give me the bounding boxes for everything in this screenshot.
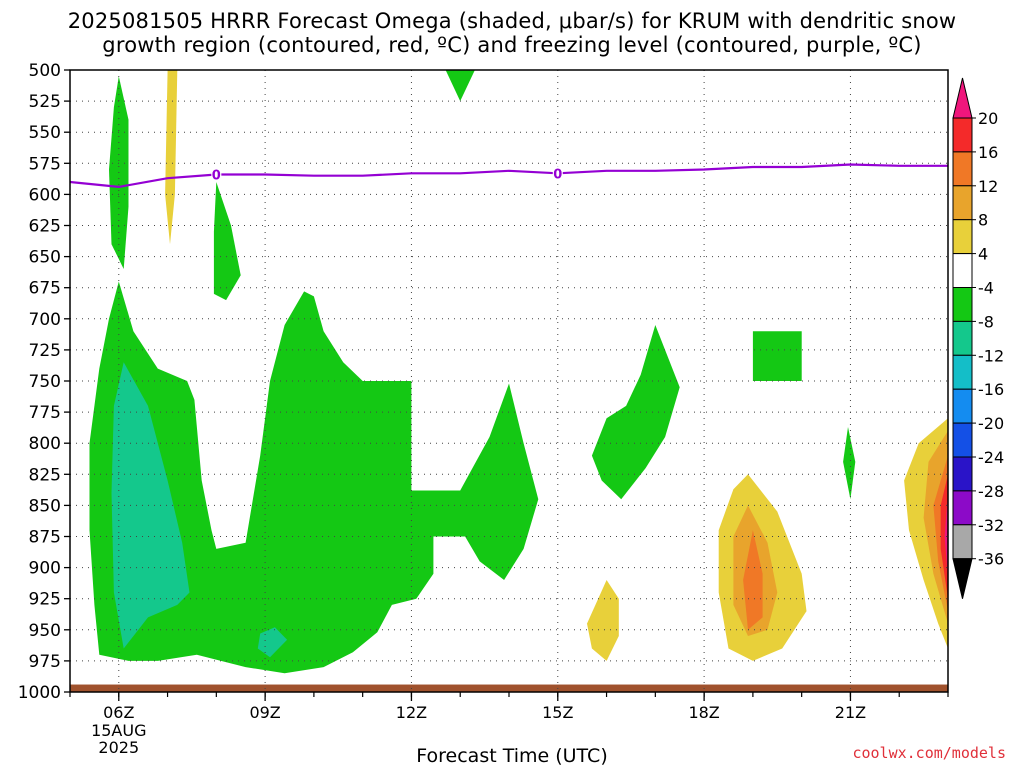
x-tick-label: 06Z — [103, 703, 134, 722]
colorbar-label: -24 — [978, 448, 1004, 467]
colorbar-swatch — [952, 388, 973, 424]
y-tick-label: 900 — [29, 559, 61, 579]
omega-shading — [89, 70, 948, 674]
y-tick-label: 600 — [29, 185, 61, 205]
omega-region-1 — [89, 281, 539, 674]
colorbar-swatch — [952, 320, 973, 356]
grid-lines — [70, 70, 948, 692]
y-tick-label: 975 — [29, 652, 61, 672]
colorbar-swatch — [952, 456, 973, 492]
colorbar-label: 16 — [978, 143, 998, 162]
omega-region-7 — [752, 331, 802, 381]
colorbar: 20 16 12 8 4 -4 -8 -12 -16 -20 -24 -28 -32 -36 — [952, 77, 1004, 599]
x-tick-label: 09Z — [249, 703, 280, 722]
colorbar-swatch — [952, 490, 973, 526]
colorbar-label: 8 — [978, 211, 988, 230]
freezing-level-label: 0 — [553, 167, 562, 182]
y-tick-label: 800 — [29, 434, 61, 454]
colorbar-top-arrow — [952, 77, 973, 119]
y-tick-label: 700 — [29, 310, 61, 330]
y-tick-label: 725 — [29, 341, 61, 361]
colorbar-bottom-arrow — [952, 558, 973, 599]
colorbar-label: 20 — [978, 109, 998, 128]
freezing-level-label: 0 — [212, 168, 221, 183]
y-tick-label: 750 — [29, 372, 61, 392]
surface-strip — [70, 684, 948, 692]
y-tick-label: 500 — [29, 61, 61, 81]
colorbar-label: -28 — [978, 482, 1004, 501]
omega-region-10 — [587, 580, 619, 661]
x-tick-label: 21Z — [835, 703, 866, 722]
x-date-label: 15AUG — [91, 721, 146, 740]
y-tick-label: 550 — [29, 123, 61, 143]
colorbar-label: -20 — [978, 414, 1004, 433]
x-tick-label: 18Z — [688, 703, 719, 722]
x-date-label: 2025 — [98, 738, 139, 757]
colorbar-swatch — [952, 354, 973, 390]
colorbar-label: -16 — [978, 380, 1004, 399]
colorbar-label: -4 — [978, 279, 994, 298]
colorbar-swatch — [952, 117, 973, 153]
x-tick-label: 12Z — [396, 703, 427, 722]
contour-label-bg — [552, 166, 563, 181]
omega-region-4 — [213, 182, 241, 301]
colorbar-label: 4 — [978, 245, 988, 264]
y-tick-label: 850 — [29, 496, 61, 516]
y-tick-label: 525 — [29, 92, 61, 112]
y-tick-label: 775 — [29, 403, 61, 423]
omega-region-5 — [445, 70, 475, 102]
colorbar-swatch — [952, 287, 973, 322]
omega-region-13 — [743, 530, 763, 630]
omega-region-9 — [165, 70, 178, 245]
chart-title-line2: growth region (contoured, red, ºC) and f… — [102, 33, 922, 57]
y-tick-label: 925 — [29, 590, 61, 610]
colorbar-label: -12 — [978, 346, 1004, 365]
colorbar-label: -32 — [978, 516, 1004, 535]
colorbar-label: -8 — [978, 312, 994, 331]
y-axis: 500 525 550 575 600 625 650 675 700 725 750 775 800 8… — [18, 61, 70, 703]
contour-label-bg — [211, 167, 222, 182]
y-tick-label: 825 — [29, 465, 61, 485]
y-tick-label: 575 — [29, 154, 61, 174]
y-tick-label: 625 — [29, 217, 61, 237]
y-tick-label: 1000 — [18, 683, 61, 703]
x-tick-label: 15Z — [542, 703, 573, 722]
colorbar-swatch — [952, 253, 973, 289]
colorbar-swatch — [952, 219, 973, 255]
surface-layer — [70, 684, 948, 692]
colorbar-swatch — [952, 422, 973, 458]
y-tick-label: 675 — [29, 279, 61, 299]
credit-text: coolwx.com/models — [852, 744, 1006, 762]
colorbar-swatch — [952, 151, 973, 187]
colorbar-swatch — [952, 524, 973, 560]
y-tick-label: 650 — [29, 248, 61, 268]
x-axis-title: Forecast Time (UTC) — [416, 745, 608, 767]
omega-region-6 — [591, 325, 680, 500]
colorbar-swatch — [952, 185, 973, 221]
colorbar-label: -36 — [978, 550, 1004, 569]
chart-title-line1: 2025081505 HRRR Forecast Omega (shaded, … — [67, 9, 957, 33]
colorbar-label: 12 — [978, 177, 998, 196]
omega-region-8 — [843, 427, 856, 500]
omega-region-2 — [111, 362, 190, 649]
y-tick-label: 950 — [29, 621, 61, 641]
y-tick-label: 875 — [29, 528, 61, 548]
